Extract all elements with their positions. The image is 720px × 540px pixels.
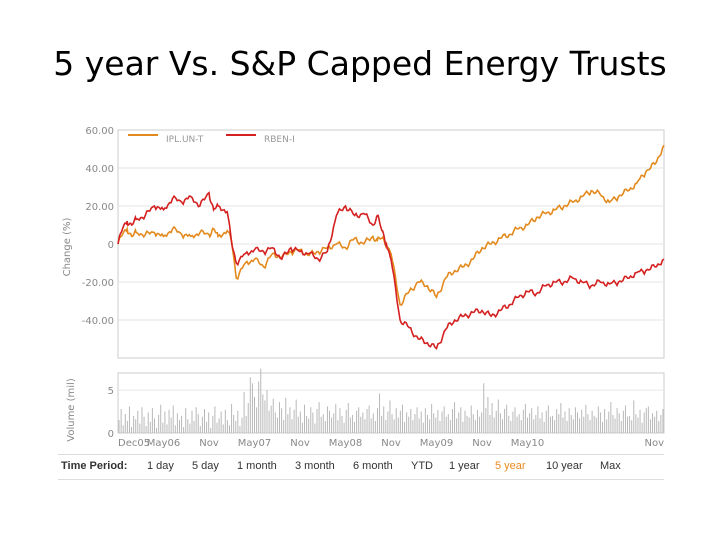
x-tick-label: Dec05 xyxy=(118,438,150,449)
main-gridlines xyxy=(118,167,664,321)
period-5-year[interactable]: 5 year xyxy=(495,460,526,472)
legend-label-ipl: IPL.UN-T xyxy=(166,135,204,145)
series-line-ipl xyxy=(117,144,665,306)
y-tick-label: 60.00 xyxy=(85,126,114,137)
x-tick-label: Nov xyxy=(199,438,219,449)
x-tick-label: May10 xyxy=(511,438,544,449)
x-tick-label: May07 xyxy=(238,438,271,449)
y-axis-label: Change (%) xyxy=(62,218,73,277)
x-tick-label: Nov xyxy=(472,438,492,449)
period-ytd[interactable]: YTD xyxy=(411,460,433,472)
slide-title: 5 year Vs. S&P Capped Energy Trusts xyxy=(53,44,667,83)
x-tick-label: May06 xyxy=(147,438,180,449)
period-1-day[interactable]: 1 day xyxy=(147,460,174,472)
x-tick-label: Nov xyxy=(381,438,401,449)
y-tick-label: 40.00 xyxy=(85,164,114,175)
series-line-rben xyxy=(117,191,665,350)
time-period-label: Time Period: xyxy=(61,460,128,472)
y-tick-label: -20.00 xyxy=(82,278,114,289)
period-10-year[interactable]: 10 year xyxy=(546,460,583,472)
period-max[interactable]: Max xyxy=(600,460,621,472)
legend-label-rben: RBEN-I xyxy=(264,135,295,145)
volume-tick-label: 0 xyxy=(108,429,114,440)
volume-axis-label: Volume (mil) xyxy=(66,378,77,442)
y-tick-label: 0 xyxy=(108,240,114,251)
volume-bars xyxy=(118,368,664,433)
x-tick-label: May09 xyxy=(420,438,453,449)
x-tick-label: May08 xyxy=(329,438,362,449)
x-tick-label: Nov xyxy=(644,438,664,449)
x-tick-label: Nov xyxy=(290,438,310,449)
period-5-day[interactable]: 5 day xyxy=(192,460,219,472)
period-1-year[interactable]: 1 year xyxy=(449,460,480,472)
period-3-month[interactable]: 3 month xyxy=(295,460,335,472)
time-period-bar: Time Period: 1 day 5 day 1 month 3 month… xyxy=(58,454,664,480)
main-y-ticks: 60.00 40.00 20.00 0 -20.00 -40.00 xyxy=(82,126,114,327)
volume-tick-label: 5 xyxy=(108,386,114,397)
period-6-month[interactable]: 6 month xyxy=(353,460,393,472)
volume-y-ticks: 50 xyxy=(108,386,114,440)
y-tick-label: 20.00 xyxy=(85,202,114,213)
period-1-month[interactable]: 1 month xyxy=(237,460,277,472)
y-tick-label: -40.00 xyxy=(82,316,114,327)
